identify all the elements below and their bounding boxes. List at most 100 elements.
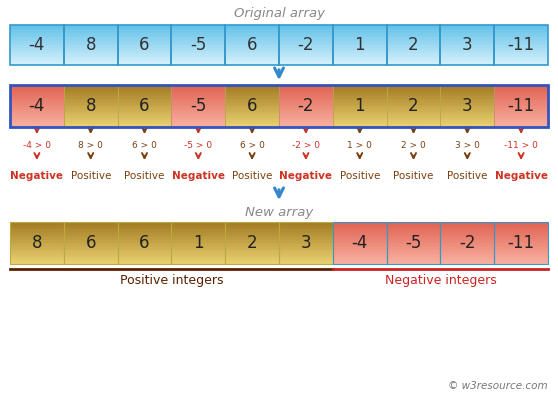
Bar bbox=[171, 233, 225, 235]
Bar bbox=[118, 35, 171, 37]
Bar bbox=[171, 98, 225, 100]
Bar bbox=[118, 258, 171, 260]
Bar bbox=[279, 94, 333, 96]
Bar bbox=[494, 85, 548, 87]
Bar bbox=[387, 255, 440, 257]
Bar bbox=[494, 105, 548, 107]
Bar bbox=[10, 89, 64, 90]
Bar bbox=[279, 230, 333, 232]
Bar bbox=[10, 228, 64, 230]
Bar bbox=[387, 223, 440, 225]
Bar bbox=[279, 90, 333, 92]
Text: 3 > 0: 3 > 0 bbox=[455, 141, 480, 149]
Bar bbox=[494, 42, 548, 44]
Bar bbox=[387, 120, 440, 121]
Bar bbox=[333, 250, 387, 251]
Bar bbox=[171, 107, 225, 109]
Bar bbox=[10, 97, 64, 99]
Bar bbox=[225, 256, 279, 258]
Bar bbox=[333, 125, 387, 127]
Bar bbox=[10, 105, 64, 107]
Bar bbox=[10, 50, 64, 52]
Bar bbox=[494, 58, 548, 60]
Bar bbox=[10, 28, 64, 30]
Bar bbox=[279, 38, 333, 40]
Bar bbox=[10, 235, 64, 237]
Bar bbox=[279, 241, 333, 243]
Bar bbox=[225, 241, 279, 243]
Bar bbox=[279, 226, 333, 228]
Bar bbox=[225, 117, 279, 118]
Bar bbox=[171, 222, 225, 224]
Bar bbox=[10, 43, 64, 45]
Bar bbox=[494, 252, 548, 254]
Bar bbox=[494, 241, 548, 243]
Bar bbox=[171, 122, 225, 124]
Bar bbox=[387, 262, 440, 264]
Bar bbox=[225, 223, 279, 225]
Bar bbox=[64, 36, 118, 38]
Bar bbox=[64, 238, 118, 240]
Bar bbox=[171, 58, 225, 60]
Bar bbox=[279, 104, 333, 106]
Bar bbox=[333, 55, 387, 57]
Bar bbox=[494, 47, 548, 49]
Bar bbox=[118, 117, 171, 118]
Bar bbox=[10, 36, 64, 38]
Bar bbox=[440, 243, 494, 245]
Bar bbox=[333, 92, 387, 93]
Bar bbox=[279, 224, 333, 226]
Bar bbox=[279, 87, 333, 89]
Bar bbox=[118, 53, 171, 55]
Bar bbox=[118, 247, 171, 248]
Bar bbox=[494, 59, 548, 61]
Bar bbox=[118, 244, 171, 246]
Bar bbox=[118, 62, 171, 64]
Bar bbox=[440, 222, 494, 224]
Bar bbox=[225, 27, 279, 29]
Bar bbox=[333, 51, 387, 53]
Bar bbox=[171, 43, 225, 45]
Bar bbox=[225, 259, 279, 261]
Bar bbox=[440, 31, 494, 33]
Bar bbox=[64, 104, 118, 106]
Text: Positive: Positive bbox=[447, 171, 488, 181]
Bar bbox=[440, 250, 494, 251]
Bar bbox=[333, 222, 387, 224]
Bar bbox=[10, 51, 64, 53]
Bar bbox=[387, 62, 440, 64]
Bar bbox=[279, 113, 333, 115]
Bar bbox=[494, 121, 548, 123]
Bar bbox=[10, 261, 64, 263]
Bar bbox=[440, 125, 494, 127]
Bar bbox=[333, 27, 387, 29]
Bar bbox=[64, 101, 118, 103]
Bar bbox=[10, 245, 64, 247]
Bar bbox=[118, 24, 171, 26]
Bar bbox=[494, 41, 548, 42]
Bar bbox=[333, 261, 387, 263]
Text: 8: 8 bbox=[85, 36, 96, 54]
Bar bbox=[10, 241, 64, 243]
Bar bbox=[279, 53, 333, 55]
Bar bbox=[10, 233, 64, 235]
Bar bbox=[10, 244, 64, 246]
Bar bbox=[225, 93, 279, 95]
Bar bbox=[64, 28, 118, 30]
Text: Positive integers: Positive integers bbox=[119, 274, 223, 287]
Bar bbox=[171, 248, 225, 250]
Bar bbox=[171, 226, 225, 228]
Bar bbox=[387, 86, 440, 88]
Bar bbox=[494, 118, 548, 120]
Bar bbox=[279, 244, 333, 246]
Bar bbox=[440, 107, 494, 109]
Bar bbox=[279, 63, 333, 65]
Bar bbox=[64, 111, 118, 113]
Text: Negative: Negative bbox=[11, 171, 64, 181]
Bar bbox=[118, 39, 171, 41]
Bar bbox=[10, 86, 64, 88]
Bar bbox=[279, 251, 333, 253]
Bar bbox=[333, 30, 387, 32]
Bar bbox=[279, 125, 333, 127]
Bar bbox=[440, 25, 494, 65]
